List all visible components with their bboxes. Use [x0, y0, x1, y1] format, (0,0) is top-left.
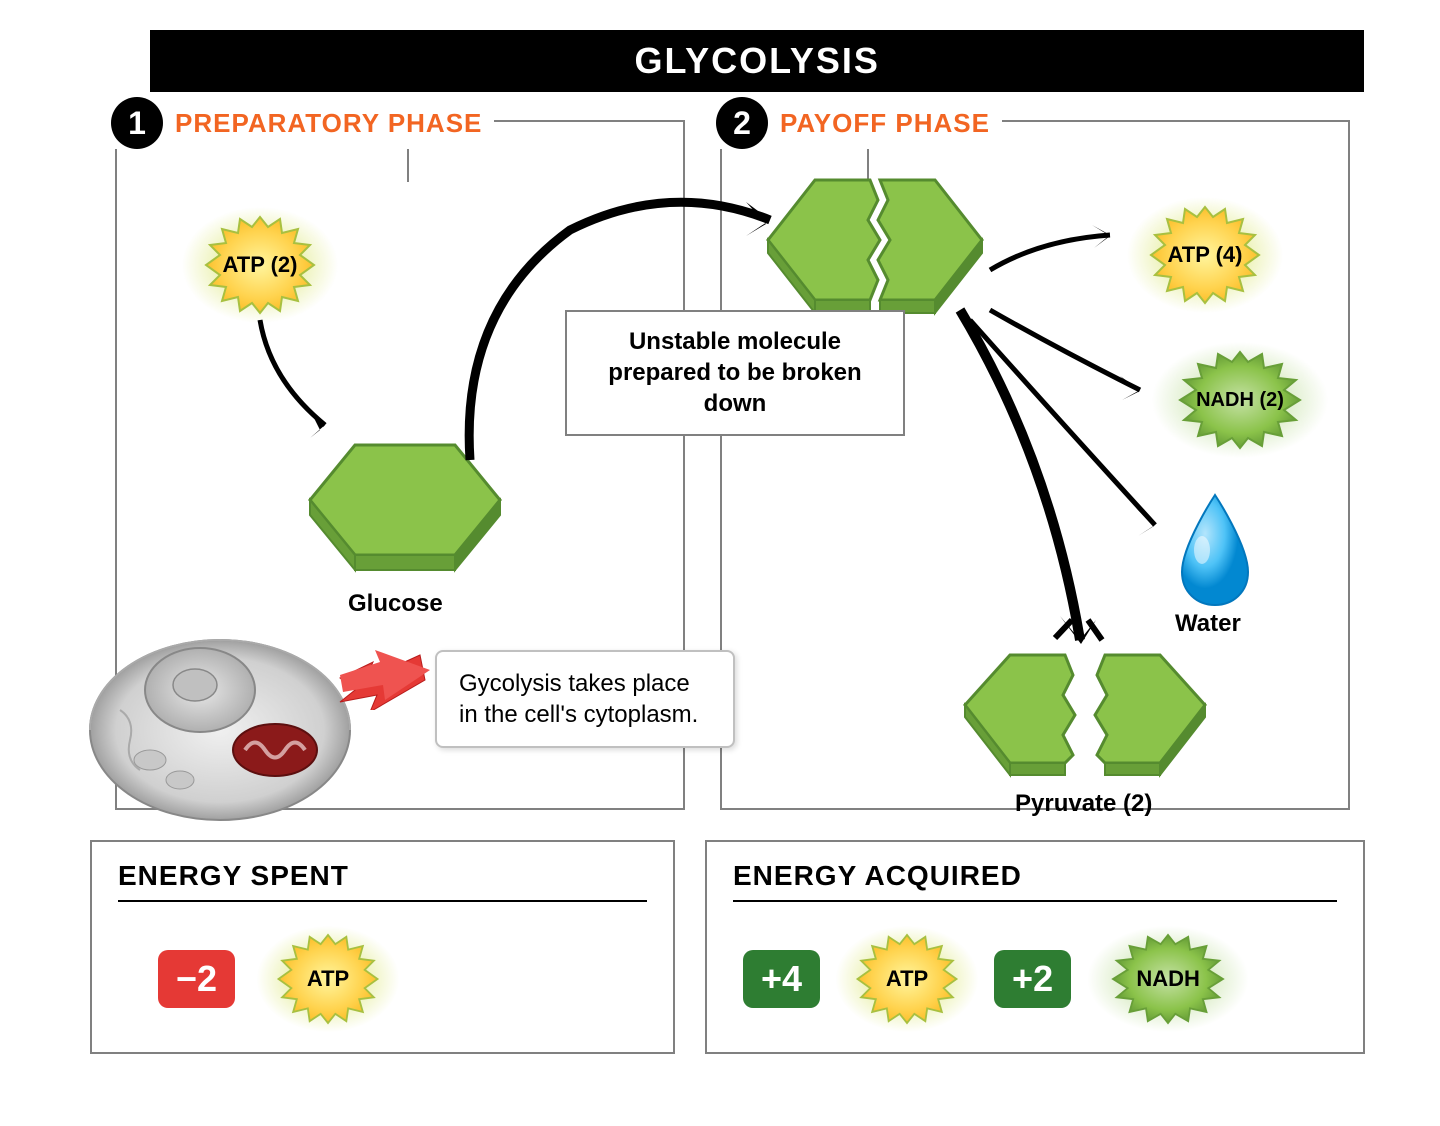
- phase-1-title: PREPARATORY PHASE: [175, 108, 482, 139]
- glucose-label: Glucose: [348, 590, 443, 618]
- diagram-container: GLYCOLYSIS 1 PREPARATORY PHASE 2 PAYOFF …: [60, 30, 1380, 1096]
- cell-icon: [80, 610, 360, 830]
- phase-1-header: 1 PREPARATORY PHASE: [111, 97, 494, 149]
- spent-value-pill: −2: [158, 950, 235, 1008]
- energy-acquired-title: ENERGY ACQUIRED: [733, 860, 1337, 902]
- energy-spent-box: ENERGY SPENT −2 ATP: [90, 840, 675, 1054]
- pyruvate-label: Pyruvate (2): [1015, 790, 1152, 818]
- acquired-nadh-starburst: NADH: [1083, 924, 1253, 1034]
- energy-spent-title: ENERGY SPENT: [118, 860, 647, 902]
- nadh-2-label: NADH (2): [1196, 389, 1284, 412]
- title-bar: GLYCOLYSIS: [150, 30, 1364, 92]
- cell-illustration: [80, 610, 360, 830]
- phase-1-number: 1: [111, 97, 163, 149]
- split-hexagon-icon: [760, 165, 990, 325]
- spent-atp-label: ATP: [307, 966, 349, 992]
- phase-2-number: 2: [716, 97, 768, 149]
- spent-atp-starburst: ATP: [253, 924, 403, 1034]
- callout-box: Gycolysis takes place in the cell's cyto…: [435, 650, 735, 748]
- pyruvate-icon: [955, 645, 1215, 795]
- acquired-atp-label: ATP: [886, 966, 928, 992]
- pyruvate-hexagons: [955, 645, 1215, 800]
- acquired-value1-pill: +4: [743, 950, 820, 1008]
- atp-2-label: ATP (2): [223, 252, 298, 278]
- energy-spent-row: −2 ATP: [118, 924, 647, 1034]
- hexagon-icon: [305, 425, 505, 585]
- atp-4-label: ATP (4): [1168, 242, 1243, 268]
- glucose-hexagon: [305, 425, 505, 590]
- title-text: GLYCOLYSIS: [634, 40, 879, 81]
- callout-text: Gycolysis takes place in the cell's cyto…: [459, 670, 698, 728]
- phase-2-title: PAYOFF PHASE: [780, 108, 990, 139]
- acquired-atp-starburst: ATP: [832, 924, 982, 1034]
- atp-4-starburst: ATP (4): [1125, 195, 1285, 315]
- unstable-hexagon: [760, 165, 990, 330]
- acquired-value2-pill: +2: [994, 950, 1071, 1008]
- atp-2-starburst: ATP (2): [180, 205, 340, 325]
- energy-acquired-row: +4 ATP +2 NADH: [733, 924, 1337, 1034]
- water-drop: [1170, 490, 1260, 615]
- unstable-text: Unstable molecule prepared to be broken …: [608, 328, 861, 417]
- energy-acquired-box: ENERGY ACQUIRED +4 ATP +2 NADH: [705, 840, 1365, 1054]
- acquired-nadh-label: NADH: [1136, 966, 1200, 992]
- phase-2-header: 2 PAYOFF PHASE: [716, 97, 1002, 149]
- water-label: Water: [1175, 610, 1241, 638]
- water-drop-icon: [1170, 490, 1260, 610]
- nadh-2-starburst: NADH (2): [1150, 340, 1330, 460]
- unstable-text-box: Unstable molecule prepared to be broken …: [565, 310, 905, 436]
